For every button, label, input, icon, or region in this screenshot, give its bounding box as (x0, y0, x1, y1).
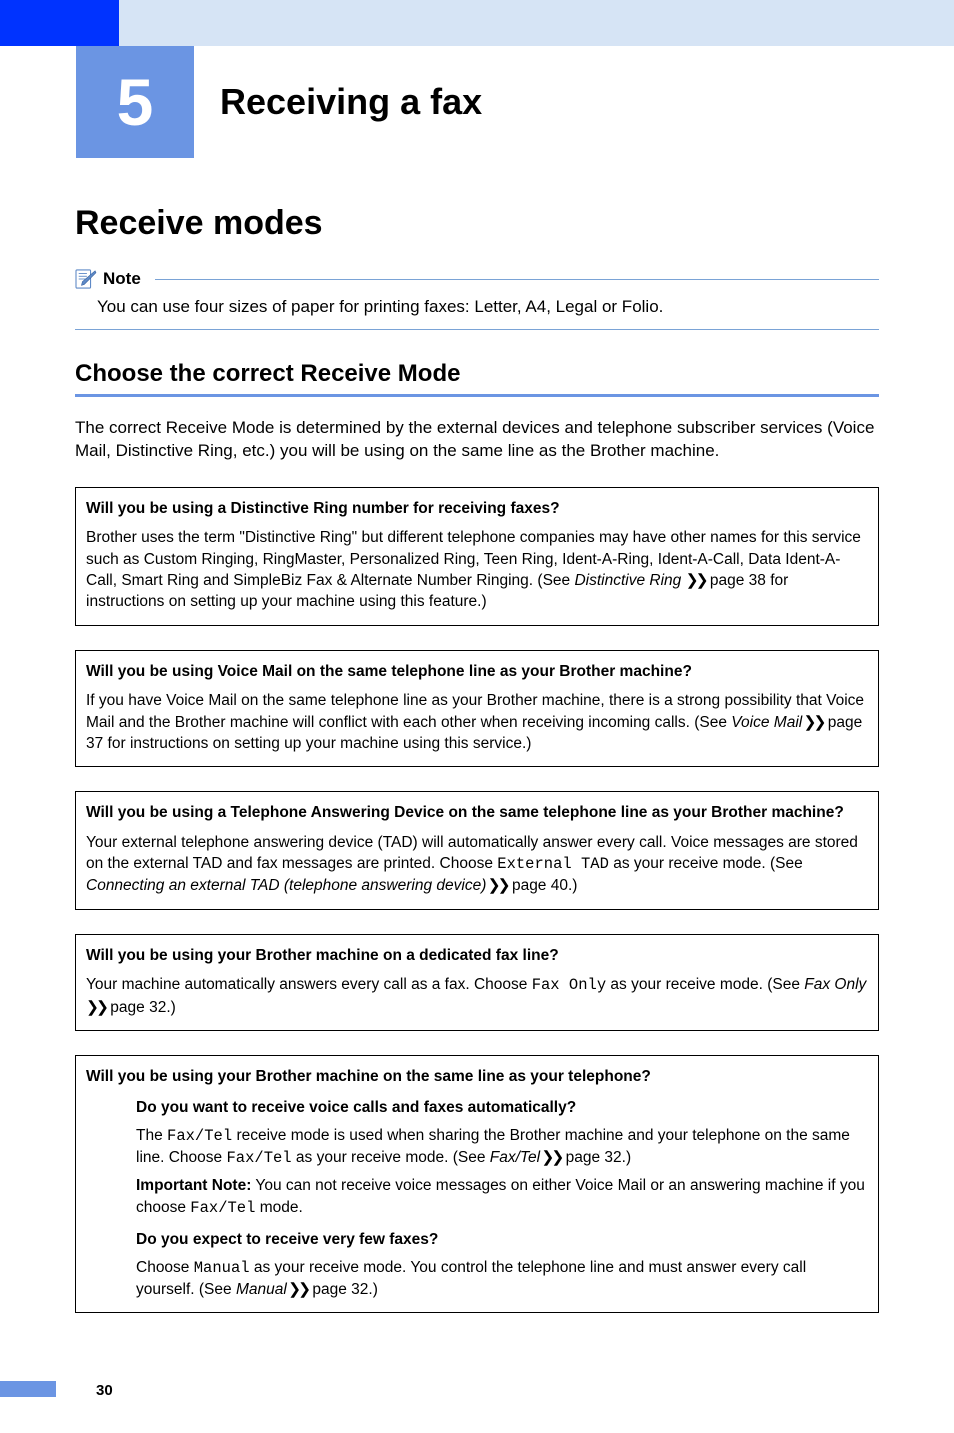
subsection-heading: Choose the correct Receive Mode (75, 360, 879, 388)
xref-link[interactable]: Voice Mail (731, 714, 802, 731)
chapter-number-badge: 5 (76, 46, 194, 158)
note-header: Note (75, 269, 879, 289)
content-area: Receive modes Note You can use four size… (0, 204, 954, 1313)
sub-answer-text: The Fax/Tel receive mode is used when sh… (136, 1125, 868, 1170)
note-label: Note (103, 269, 141, 289)
sub-answer-text: Choose Manual as your receive mode. You … (136, 1257, 868, 1301)
page-number: 30 (96, 1382, 113, 1399)
xref-arrows-icon: ❯❯ (287, 1281, 308, 1298)
subsection-underline (75, 394, 879, 397)
section-heading: Receive modes (75, 204, 879, 243)
note-icon (75, 269, 97, 289)
mode-name: Fax Only (532, 976, 606, 994)
answer-text: If you have Voice Mail on the same telep… (86, 690, 868, 754)
important-note: Important Note: You can not receive voic… (136, 1175, 868, 1219)
xref-arrows-icon: ❯❯ (486, 877, 507, 894)
note-rule-bottom (75, 329, 879, 330)
question-box-tad: Will you be using a Telephone Answering … (75, 791, 879, 910)
important-note-label: Important Note: (136, 1177, 251, 1194)
intro-paragraph: The correct Receive Mode is determined b… (75, 417, 879, 463)
question-box-voice-mail: Will you be using Voice Mail on the same… (75, 650, 879, 768)
xref-arrows-icon: ❯❯ (86, 999, 106, 1016)
sub-question-text: Do you expect to receive very few faxes? (136, 1229, 868, 1250)
page-footer: 30 (0, 1347, 954, 1433)
mode-name: Manual (194, 1259, 250, 1277)
xref-link[interactable]: Fax/Tel (490, 1149, 540, 1166)
answer-text: Brother uses the term "Distinctive Ring"… (86, 527, 868, 613)
question-box-distinctive-ring: Will you be using a Distinctive Ring num… (75, 487, 879, 626)
xref-arrows-icon: ❯❯ (540, 1149, 561, 1166)
xref-link[interactable]: Manual (236, 1281, 287, 1298)
answer-text: Your machine automatically answers every… (86, 974, 868, 1018)
mode-name: External TAD (497, 855, 609, 873)
header-band-accent (0, 0, 119, 46)
question-text: Will you be using your Brother machine o… (86, 945, 868, 966)
xref-link[interactable]: Distinctive Ring (574, 572, 681, 589)
mode-name: Fax/Tel (167, 1127, 232, 1145)
answer-text: Your external telephone answering device… (86, 832, 868, 897)
header-band (0, 0, 954, 46)
mode-name: Fax/Tel (226, 1149, 291, 1167)
note-rule (155, 279, 879, 280)
question-box-shared-line: Will you be using your Brother machine o… (75, 1055, 879, 1313)
chapter-number: 5 (117, 64, 154, 140)
footer-tab (0, 1381, 56, 1397)
xref-arrows-icon: ❯❯ (686, 572, 706, 589)
question-text: Will you be using your Brother machine o… (86, 1066, 868, 1087)
question-text: Will you be using a Distinctive Ring num… (86, 498, 868, 519)
mode-name: Fax/Tel (190, 1199, 255, 1217)
sub-question-text: Do you want to receive voice calls and f… (136, 1097, 868, 1118)
xref-arrows-icon: ❯❯ (802, 714, 823, 731)
chapter-header: 5 Receiving a fax (0, 46, 954, 158)
xref-link[interactable]: Fax Only (804, 976, 866, 993)
xref-link[interactable]: Connecting an external TAD (telephone an… (86, 877, 486, 894)
note-body: You can use four sizes of paper for prin… (97, 297, 879, 317)
question-text: Will you be using a Telephone Answering … (86, 802, 868, 823)
question-box-dedicated-line: Will you be using your Brother machine o… (75, 934, 879, 1031)
page: 5 Receiving a fax Receive modes Note You… (0, 0, 954, 1433)
sub-question-auto: Do you want to receive voice calls and f… (136, 1097, 868, 1300)
question-text: Will you be using Voice Mail on the same… (86, 661, 868, 682)
chapter-title: Receiving a fax (194, 81, 482, 123)
